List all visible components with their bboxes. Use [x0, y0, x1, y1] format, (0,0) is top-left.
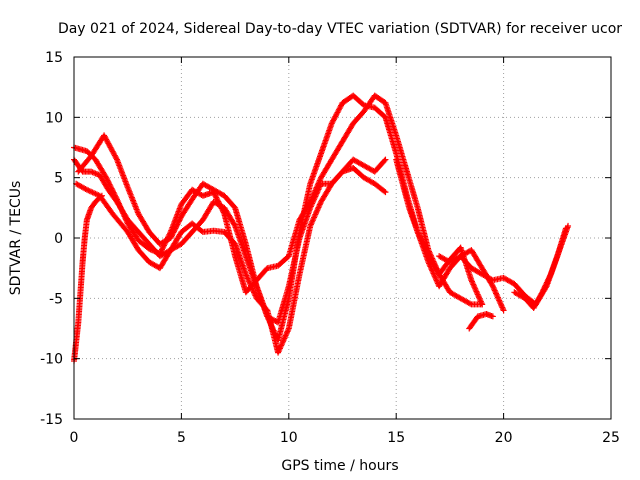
data-point — [168, 233, 175, 240]
y-tick-label: -10 — [40, 352, 63, 368]
data-point — [159, 245, 166, 252]
data-point — [547, 272, 554, 279]
series-track-2 — [75, 92, 507, 344]
data-point — [173, 222, 180, 229]
series-track-5 — [71, 192, 105, 365]
x-tick-label: 0 — [70, 430, 79, 446]
x-tick-label: 15 — [387, 430, 405, 446]
data-point — [113, 155, 120, 162]
x-tick-label: 25 — [602, 430, 620, 446]
data-point — [213, 195, 220, 202]
data-point — [175, 220, 182, 227]
data-point — [173, 224, 180, 231]
data-point — [231, 221, 238, 228]
y-tick-label: -15 — [40, 412, 63, 428]
x-tick-label: 20 — [495, 430, 513, 446]
data-point — [539, 289, 546, 296]
data-point — [565, 222, 572, 229]
y-tick-label: 0 — [54, 231, 63, 247]
data-point — [545, 276, 552, 283]
y-axis-label: SDTVAR / TECUs — [8, 181, 24, 296]
data-point — [542, 282, 549, 289]
x-tick-label: 5 — [177, 430, 186, 446]
data-point — [160, 243, 167, 250]
data-layer — [71, 92, 572, 365]
y-tick-label: 5 — [54, 171, 63, 187]
data-point — [479, 301, 486, 308]
data-point — [543, 280, 550, 287]
data-point — [359, 101, 366, 108]
y-tick-label: 15 — [45, 50, 63, 66]
data-point — [382, 189, 389, 196]
data-point — [539, 287, 546, 294]
data-point — [467, 300, 474, 307]
data-point — [546, 273, 553, 280]
data-point — [172, 225, 179, 232]
data-point — [177, 215, 184, 222]
data-point — [158, 246, 165, 253]
data-point — [171, 228, 178, 235]
data-point — [500, 307, 507, 314]
data-point — [97, 193, 104, 200]
data-point — [541, 283, 548, 290]
data-point — [489, 313, 496, 320]
data-point — [382, 156, 389, 163]
tick-labels: 0 5 10 15 20 25 -15 -10 -5 0 5 10 15 — [40, 50, 620, 446]
chart-title: Day 021 of 2024, Sidereal Day-to-day VTE… — [58, 21, 622, 37]
data-point — [176, 217, 183, 224]
series-track-3 — [73, 165, 389, 356]
data-point — [381, 188, 388, 195]
data-point — [174, 221, 181, 228]
data-point — [169, 232, 176, 239]
data-point — [169, 230, 176, 237]
series-track-9 — [511, 222, 572, 311]
data-point — [545, 275, 552, 282]
data-point — [171, 226, 178, 233]
data-point — [98, 192, 105, 199]
y-tick-label: 10 — [45, 110, 63, 126]
grid — [74, 57, 611, 419]
data-point — [167, 235, 174, 241]
data-point — [212, 193, 219, 200]
data-point — [381, 157, 388, 164]
data-point — [543, 279, 550, 286]
data-point — [540, 286, 547, 293]
series-track-6 — [393, 156, 486, 308]
series-track-1 — [71, 92, 486, 308]
data-point — [541, 285, 548, 292]
x-tick-label: 10 — [280, 430, 298, 446]
series-track-4 — [71, 156, 389, 326]
data-point — [489, 281, 496, 288]
axis-ticks — [73, 56, 612, 420]
data-point — [213, 194, 220, 201]
series-track-8 — [466, 311, 496, 332]
data-point — [538, 290, 545, 297]
data-point — [170, 229, 177, 236]
y-tick-label: -5 — [49, 291, 63, 307]
data-point — [175, 218, 182, 225]
data-point — [544, 278, 551, 285]
x-axis-label: GPS time / hours — [281, 458, 398, 474]
